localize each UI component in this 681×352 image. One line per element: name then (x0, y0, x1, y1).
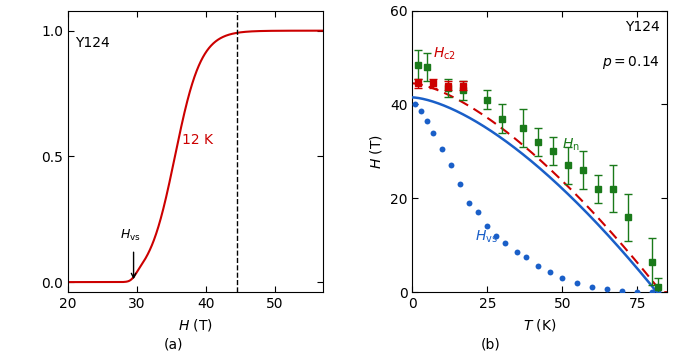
X-axis label: $T$ (K): $T$ (K) (523, 316, 556, 333)
Text: $p = 0.14$: $p = 0.14$ (602, 54, 660, 71)
Text: Y124: Y124 (75, 36, 110, 50)
Point (482, 224, 493, 229)
Point (653, 289, 664, 295)
X-axis label: $H$ (T): $H$ (T) (178, 316, 213, 333)
Point (428, 130, 439, 136)
Point (602, 287, 613, 292)
Y-axis label: $H$ (T): $H$ (T) (368, 134, 384, 169)
Point (422, 118, 433, 124)
Text: (b): (b) (480, 338, 501, 352)
Text: (a): (a) (164, 338, 183, 352)
Text: $H_\mathrm{c2}$: $H_\mathrm{c2}$ (433, 45, 456, 62)
Point (521, 254, 532, 260)
Text: $H_\mathrm{vs}$: $H_\mathrm{vs}$ (120, 228, 140, 243)
Text: Y124: Y124 (625, 20, 660, 34)
Point (533, 264, 544, 269)
Point (446, 163, 457, 168)
Point (464, 200, 475, 206)
Text: 12 K: 12 K (182, 133, 213, 147)
Text: $H_\mathrm{n}$: $H_\mathrm{n}$ (563, 137, 580, 153)
Point (587, 284, 598, 289)
Point (557, 275, 568, 281)
Point (473, 209, 484, 215)
Point (647, 289, 658, 295)
Text: $H_\mathrm{vs}$: $H_\mathrm{vs}$ (475, 228, 498, 245)
Point (500, 240, 511, 246)
Point (545, 270, 556, 275)
Point (491, 233, 502, 239)
Point (632, 289, 643, 295)
Point (512, 250, 523, 255)
Point (437, 146, 448, 152)
Point (617, 288, 628, 294)
Point (455, 181, 466, 187)
Point (416, 109, 427, 114)
Point (572, 280, 583, 285)
Point (410, 102, 421, 107)
